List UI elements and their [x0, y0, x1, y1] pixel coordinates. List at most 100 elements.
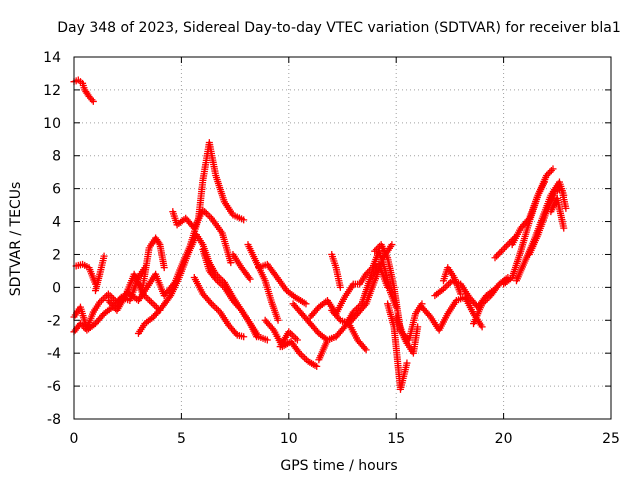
data-point-marker [362, 346, 370, 354]
data-point-marker [371, 247, 379, 255]
series-arc-10 [190, 273, 248, 341]
y-tick-label: -2 [47, 313, 61, 329]
data-point-marker [100, 252, 108, 260]
series-arc-14 [255, 260, 310, 308]
data-point-marker [388, 241, 396, 249]
data-point-marker [160, 264, 168, 272]
series-arc-21 [328, 250, 344, 291]
data-point-marker [292, 334, 300, 342]
data-point-marker [384, 283, 392, 291]
data-point-marker [364, 269, 372, 277]
series-arc-28 [439, 264, 465, 298]
data-point-marker [336, 283, 344, 291]
data-point-marker [493, 252, 501, 260]
data-point-marker [210, 273, 218, 281]
y-tick-label: 14 [43, 50, 61, 66]
data-point-marker [155, 239, 163, 247]
data-point-marker [544, 170, 552, 178]
data-point-marker [362, 270, 370, 278]
series-arc-9 [169, 206, 235, 267]
y-tick-label: 6 [52, 182, 61, 198]
data-point-marker [151, 301, 159, 309]
x-tick-label: 0 [70, 431, 79, 447]
y-tick-label: 10 [43, 116, 61, 132]
series-arc-29 [470, 273, 512, 328]
series-arc-16 [276, 328, 301, 351]
data-point-marker [211, 303, 219, 311]
y-axis-label: SDTVAR / TECUs [8, 182, 24, 297]
x-tick-label: 10 [280, 431, 298, 447]
data-point-marker [206, 298, 214, 306]
data-point-marker [202, 209, 210, 217]
y-tick-label: -8 [47, 412, 61, 428]
series-arc-32 [508, 165, 557, 249]
series-arc-4 [72, 260, 99, 288]
data-point-marker [106, 292, 114, 300]
series-arc-7 [139, 234, 168, 291]
series-arc-6 [104, 270, 164, 314]
data-point-marker [101, 293, 109, 301]
data-point-marker [313, 362, 321, 370]
x-tick-label: 25 [602, 431, 620, 447]
data-point-marker [76, 320, 84, 328]
data-point-marker [268, 325, 276, 332]
data-point-marker [227, 259, 235, 267]
data-point-marker [547, 167, 555, 175]
data-point-marker [288, 331, 296, 339]
data-point-marker [246, 275, 254, 283]
data-point-marker [497, 247, 505, 255]
data-point-marker [372, 246, 380, 254]
x-axis-label: GPS time / hours [280, 458, 397, 474]
data-point-marker [104, 290, 112, 298]
data-point-marker [365, 267, 373, 275]
series-arc-11 [199, 246, 261, 341]
data-point-marker [549, 165, 557, 173]
data-point-marker [204, 211, 212, 219]
data-point-marker [299, 352, 307, 360]
plot-frame [73, 56, 612, 420]
data-point-marker [524, 216, 532, 224]
data-point-marker [253, 333, 261, 341]
data-point-marker [293, 336, 301, 344]
data-point-marker [215, 278, 223, 286]
data-point-marker [88, 96, 96, 104]
y-tick-label: 2 [52, 247, 61, 263]
data-point-marker [501, 244, 509, 252]
series-arc-23 [371, 241, 422, 357]
data-point-marker [274, 316, 282, 324]
series-arc-35 [547, 195, 568, 232]
data-point-marker [240, 216, 248, 224]
data-point-marker [562, 204, 570, 212]
y-tick-label: 4 [52, 215, 61, 231]
data-point-marker [99, 295, 107, 303]
y-tick-label: -6 [47, 379, 61, 395]
data-point-marker [361, 344, 369, 352]
x-tick-label: 5 [177, 431, 186, 447]
series-arc-5 [91, 252, 108, 295]
series-arc-12 [229, 250, 254, 283]
y-tick-label: 0 [52, 280, 61, 296]
data-point-marker [144, 295, 152, 303]
y-tick-label: 12 [43, 83, 61, 99]
data-point-marker [361, 301, 369, 309]
data-point-marker [425, 311, 433, 319]
data-point-marker [402, 333, 410, 341]
data-point-marker [245, 273, 253, 281]
data-point-marker [213, 305, 221, 313]
series-arc-20 [328, 306, 370, 354]
data-point-marker [478, 323, 486, 331]
data-point-marker [546, 168, 554, 176]
data-point-marker [232, 329, 240, 337]
data-point-marker [403, 359, 411, 367]
data-point-marker [236, 305, 244, 313]
data-points [70, 76, 570, 393]
data-point-marker [165, 293, 173, 301]
data-point-marker [494, 250, 502, 258]
data-point-marker [89, 97, 97, 105]
y-tick-label: -4 [47, 346, 61, 362]
y-tick-label: 8 [52, 149, 61, 165]
data-point-marker [335, 315, 343, 323]
data-point-marker [543, 171, 551, 179]
series-arc-34 [525, 185, 570, 258]
